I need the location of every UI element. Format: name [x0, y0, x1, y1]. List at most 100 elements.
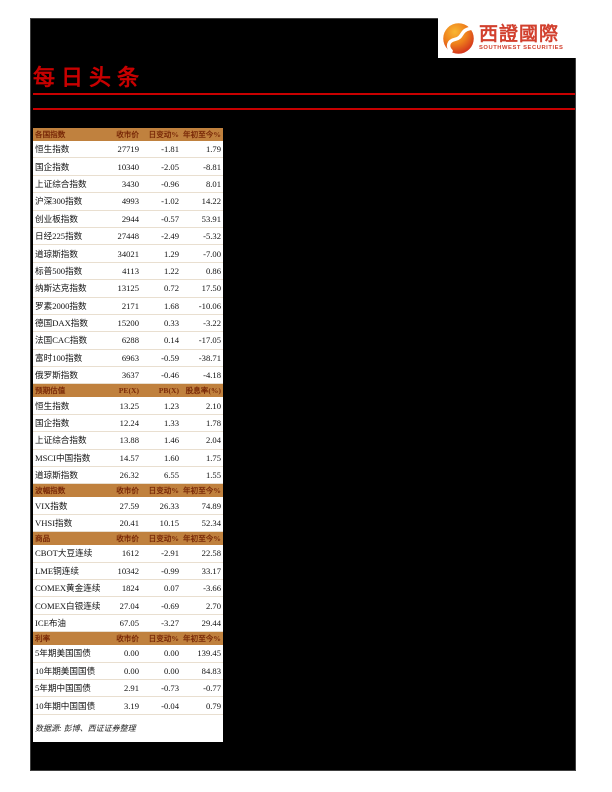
page-title: 每日头条	[33, 65, 146, 91]
row-value: 1.22	[163, 265, 179, 276]
table-row: 5年期美国国债 0.00 0.00 139.45	[33, 645, 223, 663]
table-row: 国企指数 12.24 1.33 1.78	[33, 415, 223, 433]
row-value: 10342	[117, 565, 139, 576]
row-value: 0.00	[163, 648, 179, 659]
row-label: 上证综合指数	[35, 178, 87, 189]
row-value: 1.60	[163, 452, 179, 463]
row-value: 52.34	[201, 518, 221, 528]
row-value: 13125	[117, 283, 139, 294]
table-row: CBOT大豆连续 1612 -2.91 22.58	[33, 545, 223, 563]
row-value: -1.02	[161, 196, 179, 207]
column-header: 波幅指数	[35, 486, 66, 496]
row-value: 2.04	[205, 435, 221, 446]
row-value: -2.91	[161, 548, 179, 559]
row-value: 14.22	[201, 196, 221, 207]
row-label: 5年期中国国债	[35, 683, 91, 694]
table-row: ICE布油 67.05 -3.27 29.44	[33, 615, 223, 633]
row-value: 13.25	[119, 400, 139, 411]
row-value: 1.79	[205, 144, 221, 155]
row-value: 15200	[117, 318, 139, 329]
row-value: -0.59	[161, 352, 179, 363]
row-value: 27.59	[119, 500, 139, 511]
table-row: 恒生指数 13.25 1.23 2.10	[33, 397, 223, 415]
row-label: 日经225指数	[35, 231, 83, 242]
row-value: -7.00	[203, 248, 221, 259]
row-value: 14.57	[119, 452, 139, 463]
column-header: 年初至今%	[183, 130, 221, 139]
row-value: 8.01	[205, 178, 221, 189]
table-row: 法国CAC指数 6288 0.14 -17.05	[33, 332, 223, 350]
column-header: 日变动%	[148, 634, 179, 644]
row-value: 10340	[117, 161, 139, 172]
row-value: 1.33	[163, 418, 179, 429]
row-value: -10.06	[198, 300, 221, 311]
column-header: 各国指数	[35, 130, 66, 139]
row-value: 1.78	[205, 418, 221, 429]
row-value: 0.79	[205, 700, 221, 711]
column-header: 年初至今%	[183, 534, 221, 544]
row-value: 1612	[121, 548, 139, 559]
section-header-row: 预期估值 PE(X) PB(X) 股息率(%)	[33, 384, 223, 398]
row-value: 33.17	[201, 565, 221, 576]
column-header: 股息率(%)	[185, 386, 221, 396]
column-header: 预期估值	[35, 386, 66, 396]
table-row: 5年期中国国债 2.91 -0.73 -0.77	[33, 680, 223, 698]
row-label: 5年期美国国债	[35, 648, 91, 659]
row-value: 26.33	[159, 500, 179, 511]
table-row: 上证综合指数 13.88 1.46 2.04	[33, 432, 223, 450]
column-header: 日变动%	[148, 534, 179, 544]
column-header: 日变动%	[148, 486, 179, 496]
row-label: 标普500指数	[35, 265, 83, 276]
row-value: -3.66	[203, 583, 221, 594]
row-label: 罗素2000指数	[35, 300, 87, 311]
row-value: 6.55	[163, 470, 179, 481]
table-row: 10年期中国国债 3.19 -0.04 0.79	[33, 697, 223, 715]
row-value: 27719	[117, 144, 139, 155]
row-label: 恒生指数	[35, 144, 70, 155]
company-logo: 西證國際 SOUTHWEST SECURITIES	[438, 18, 576, 58]
row-value: 0.72	[163, 283, 179, 294]
row-value: -0.46	[161, 370, 179, 381]
row-label: 道琼斯指数	[35, 248, 78, 259]
row-label: 创业板指数	[35, 213, 78, 224]
section-header-row: 波幅指数 收市价 日变动% 年初至今%	[33, 484, 223, 498]
table-row: 日经225指数 27448 -2.49 -5.32	[33, 228, 223, 246]
row-label: 上证综合指数	[35, 435, 87, 446]
row-label: VHSI指数	[35, 518, 73, 528]
column-header: 收市价	[116, 130, 139, 139]
row-value: -1.81	[161, 144, 179, 155]
row-label: ICE布油	[35, 617, 67, 628]
column-header: 商品	[35, 534, 51, 544]
row-label: 10年期美国国债	[35, 665, 96, 676]
row-value: 6963	[121, 352, 139, 363]
row-value: 4993	[121, 196, 139, 207]
column-header: 利率	[35, 634, 51, 644]
table-row: LME铜连续 10342 -0.99 33.17	[33, 563, 223, 580]
row-value: -0.57	[161, 213, 179, 224]
row-value: 1.55	[205, 470, 221, 481]
row-value: 0.00	[163, 665, 179, 676]
row-value: -4.18	[203, 370, 221, 381]
row-value: -0.69	[161, 600, 179, 611]
row-value: 0.33	[163, 318, 179, 329]
row-value: -0.77	[203, 683, 221, 694]
table-row: 10年期美国国债 0.00 0.00 84.83	[33, 663, 223, 680]
row-value: -0.04	[161, 700, 179, 711]
row-value: 0.07	[163, 583, 179, 594]
row-value: 3637	[121, 370, 139, 381]
table-row: 德国DAX指数 15200 0.33 -3.22	[33, 315, 223, 333]
row-value: 0.00	[123, 665, 139, 676]
row-value: -3.22	[203, 318, 221, 329]
logo-ball-icon	[443, 22, 474, 54]
row-value: 2944	[121, 213, 139, 224]
section-header-row: 各国指数 收市价 日变动% 年初至今%	[33, 128, 223, 141]
table-row: 罗素2000指数 2171 1.68 -10.06	[33, 298, 223, 315]
row-value: 4113	[122, 265, 139, 276]
row-label: CBOT大豆连续	[35, 548, 93, 559]
row-value: 20.41	[119, 518, 139, 528]
row-label: COMEX白银连续	[35, 600, 101, 611]
table-row: VHSI指数 20.41 10.15 52.34	[33, 515, 223, 533]
row-value: 1.68	[163, 300, 179, 311]
row-label: 恒生指数	[35, 400, 70, 411]
